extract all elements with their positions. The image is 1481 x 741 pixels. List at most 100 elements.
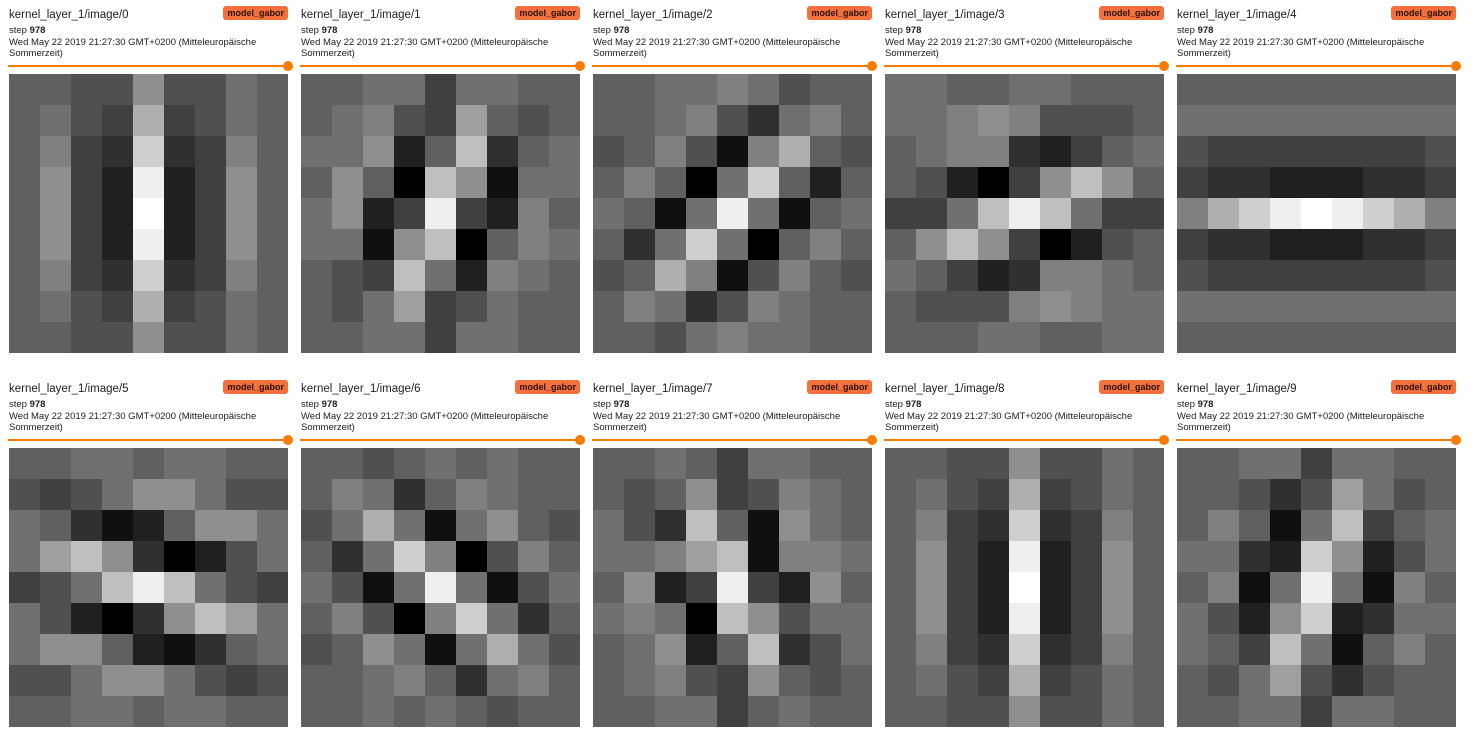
slider-knob[interactable] [283, 61, 293, 71]
kernel-pixel [624, 603, 655, 634]
slider-knob[interactable] [1451, 61, 1461, 71]
kernel-image [301, 448, 580, 727]
step-slider[interactable] [592, 61, 877, 71]
kernel-pixel [1332, 479, 1363, 510]
step-slider[interactable] [592, 435, 877, 445]
kernel-pixel [394, 572, 425, 603]
kernel-pixel [518, 229, 549, 260]
kernel-pixel [394, 510, 425, 541]
kernel-pixel [1102, 696, 1133, 727]
kernel-pixel [102, 572, 133, 603]
step-slider[interactable] [1176, 61, 1461, 71]
kernel-pixel [810, 541, 841, 572]
kernel-pixel [394, 74, 425, 105]
kernel-pixel [332, 448, 363, 479]
kernel-pixel [885, 479, 916, 510]
step-slider[interactable] [884, 61, 1169, 71]
kernel-pixel [1332, 665, 1363, 696]
kernel-pixel [1394, 572, 1425, 603]
kernel-pixel [717, 74, 748, 105]
kernel-pixel [456, 105, 487, 136]
kernel-pixel [748, 198, 779, 229]
kernel-pixel [717, 479, 748, 510]
card-title: kernel_layer_1/image/3 [885, 9, 1005, 21]
kernel-pixel [1301, 541, 1332, 572]
kernel-pixel [1009, 603, 1040, 634]
kernel-pixel [487, 603, 518, 634]
slider-knob[interactable] [1159, 61, 1169, 71]
kernel-pixel [810, 665, 841, 696]
step-slider[interactable] [8, 61, 293, 71]
kernel-pixel [1363, 603, 1394, 634]
step-slider[interactable] [300, 435, 585, 445]
kernel-pixel [1071, 634, 1102, 665]
step-row: step 978 [301, 25, 337, 36]
kernel-pixel [1425, 136, 1456, 167]
kernel-pixel [301, 572, 332, 603]
kernel-image [593, 74, 872, 353]
step-slider[interactable] [1176, 435, 1461, 445]
kernel-pixel [1239, 479, 1270, 510]
kernel-pixel [9, 74, 40, 105]
kernel-pixel [102, 136, 133, 167]
kernel-pixel [456, 665, 487, 696]
kernel-pixel [1071, 696, 1102, 727]
kernel-pixel [916, 167, 947, 198]
kernel-pixel [226, 291, 257, 322]
kernel-pixel [226, 572, 257, 603]
kernel-pixel [1239, 541, 1270, 572]
kernel-pixel [1363, 634, 1394, 665]
kernel-pixel [1133, 291, 1164, 322]
kernel-pixel [487, 136, 518, 167]
slider-track [1176, 439, 1454, 441]
kernel-pixel [1009, 136, 1040, 167]
kernel-pixel [947, 198, 978, 229]
kernel-pixel [1102, 198, 1133, 229]
kernel-pixel [1270, 541, 1301, 572]
kernel-pixel [363, 665, 394, 696]
kernel-pixel [301, 665, 332, 696]
kernel-pixel [195, 291, 226, 322]
kernel-pixel [1270, 665, 1301, 696]
timestamp: Wed May 22 2019 21:27:30 GMT+0200 (Mitte… [301, 37, 549, 59]
kernel-pixel [624, 634, 655, 665]
kernel-pixel [40, 322, 71, 353]
slider-track [300, 65, 578, 67]
kernel-pixel [133, 322, 164, 353]
slider-knob[interactable] [575, 61, 585, 71]
slider-knob[interactable] [1159, 435, 1169, 445]
kernel-pixel [549, 136, 580, 167]
step-slider[interactable] [300, 61, 585, 71]
kernel-pixel [1208, 603, 1239, 634]
kernel-pixel [226, 74, 257, 105]
kernel-pixel [1270, 167, 1301, 198]
slider-knob[interactable] [867, 435, 877, 445]
slider-knob[interactable] [1451, 435, 1461, 445]
step-slider[interactable] [8, 435, 293, 445]
kernel-pixel [1177, 167, 1208, 198]
kernel-pixel [9, 136, 40, 167]
kernel-pixel [655, 291, 686, 322]
card-title: kernel_layer_1/image/9 [1177, 383, 1297, 395]
kernel-pixel [257, 136, 288, 167]
kernel-pixel [978, 479, 1009, 510]
slider-knob[interactable] [867, 61, 877, 71]
step-slider[interactable] [884, 435, 1169, 445]
kernel-pixel [195, 696, 226, 727]
kernel-pixel [133, 198, 164, 229]
step-value: 978 [321, 25, 338, 36]
kernel-pixel [549, 167, 580, 198]
slider-knob[interactable] [575, 435, 585, 445]
kernel-pixel [332, 696, 363, 727]
kernel-pixel [841, 572, 872, 603]
kernel-pixel [394, 541, 425, 572]
kernel-pixel [1133, 696, 1164, 727]
kernel-pixel [1301, 510, 1332, 541]
kernel-pixel [841, 291, 872, 322]
kernel-pixel [1009, 572, 1040, 603]
kernel-pixel [9, 479, 40, 510]
kernel-pixel [549, 510, 580, 541]
kernel-pixel [916, 291, 947, 322]
kernel-pixel [748, 479, 779, 510]
slider-knob[interactable] [283, 435, 293, 445]
